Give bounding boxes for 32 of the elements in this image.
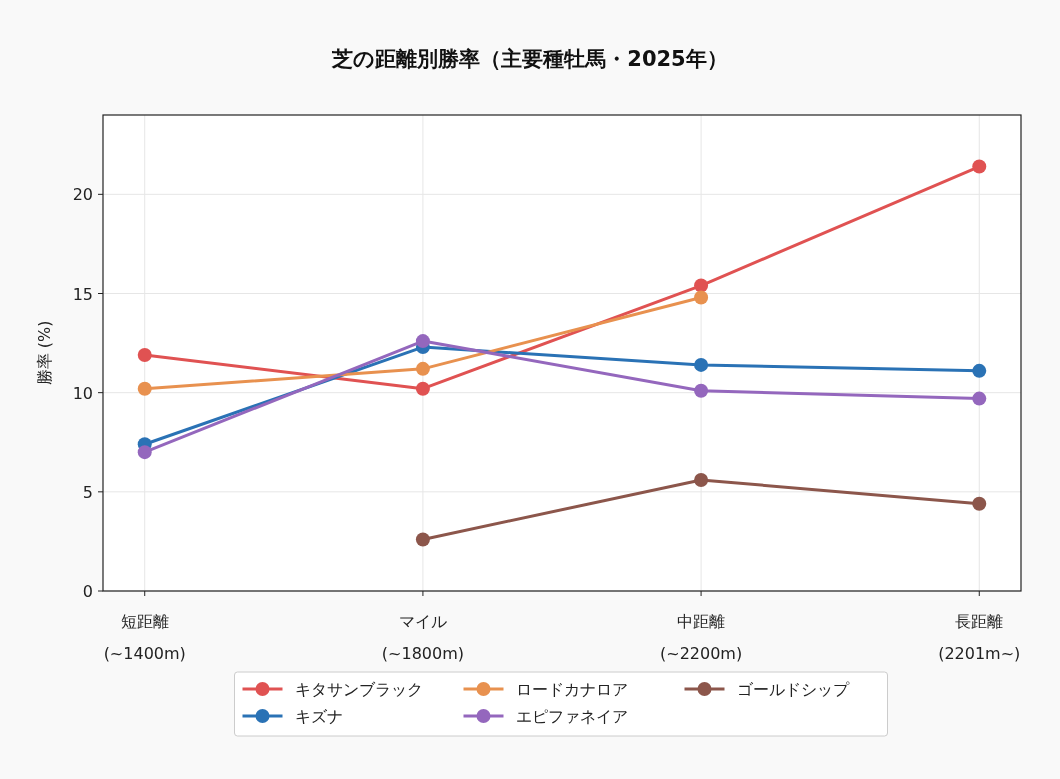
point xyxy=(137,381,152,396)
x-tick-label: 長距離 (2201m~) xyxy=(938,612,1021,663)
y-tick-label: 20 xyxy=(72,185,93,205)
point xyxy=(694,357,709,372)
point xyxy=(972,391,987,406)
legend-label: ロードカナロア xyxy=(515,680,628,699)
x-tick-label: マイル (~1800m) xyxy=(381,612,465,663)
y-tick-label: 15 xyxy=(72,284,93,304)
point xyxy=(972,363,987,378)
point xyxy=(694,472,709,487)
y-tick-label: 10 xyxy=(72,383,93,403)
y-tick-label: 0 xyxy=(82,582,93,601)
point xyxy=(694,278,709,293)
legend-label: ゴールドシップ xyxy=(736,680,850,699)
legend-label: キズナ xyxy=(294,707,343,726)
point xyxy=(694,383,709,398)
y-tick-label: 5 xyxy=(82,482,93,502)
y-axis-title: 勝率 (%) xyxy=(35,320,54,386)
point xyxy=(137,347,152,362)
point xyxy=(415,361,430,376)
point xyxy=(972,159,987,174)
point xyxy=(415,334,430,349)
point xyxy=(972,496,987,511)
point xyxy=(415,532,430,547)
legend-label: エピファネイア xyxy=(515,707,628,726)
x-tick-label: 中距離 (~2200m) xyxy=(659,612,743,663)
legend-label: キタサンブラック xyxy=(294,680,423,699)
point xyxy=(137,445,152,460)
x-tick-label: 短距離 (~1400m) xyxy=(103,612,186,663)
point xyxy=(694,290,709,305)
chart-title: 芝の距離別勝率（主要種牡馬・2025年） xyxy=(331,47,728,71)
point xyxy=(415,381,430,396)
